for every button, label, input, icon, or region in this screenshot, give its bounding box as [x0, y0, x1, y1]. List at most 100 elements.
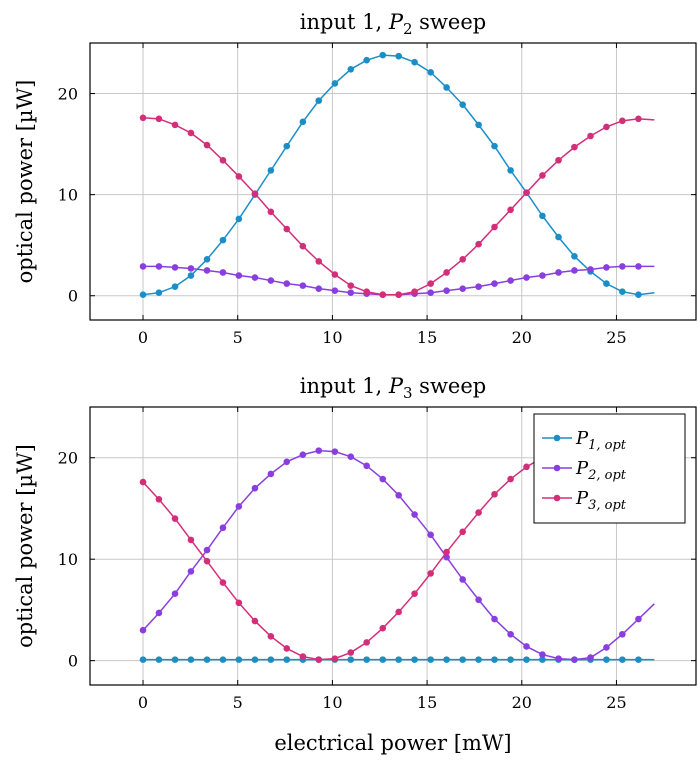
data-point [363, 56, 370, 64]
data-point [267, 470, 275, 478]
data-point [363, 656, 370, 663]
data-point [555, 156, 562, 164]
data-point [267, 208, 275, 216]
data-point [267, 632, 275, 640]
data-point [187, 536, 195, 544]
data-point [539, 272, 546, 279]
data-point [571, 267, 578, 274]
data-point [459, 101, 466, 108]
legend-swatch-marker [553, 494, 561, 502]
data-point [395, 656, 402, 663]
data-point [235, 599, 243, 607]
data-point [603, 644, 610, 651]
data-point [155, 496, 163, 503]
data-point [555, 233, 562, 241]
data-point [171, 283, 179, 290]
data-point [619, 630, 626, 638]
data-point [491, 656, 498, 663]
data-point [523, 463, 530, 471]
data-point [619, 117, 626, 125]
data-point [315, 447, 323, 454]
data-point [283, 280, 291, 287]
data-point [283, 142, 291, 150]
data-point [459, 656, 466, 663]
data-point [331, 80, 339, 87]
data-point [331, 271, 339, 278]
data-point [603, 123, 610, 131]
data-point [411, 288, 418, 295]
data-point [523, 274, 530, 281]
data-point [139, 626, 147, 634]
data-point [155, 263, 163, 270]
data-point [587, 132, 594, 140]
data-point [427, 570, 434, 577]
legend-label: P1, opt [575, 428, 627, 453]
data-point [219, 236, 227, 244]
data-point [379, 624, 387, 632]
data-point [203, 557, 211, 565]
data-point [523, 656, 530, 663]
data-point [395, 52, 402, 60]
data-point [523, 643, 530, 650]
data-point [331, 655, 339, 662]
data-point [459, 528, 466, 536]
data-point [475, 596, 482, 604]
data-point [587, 266, 594, 273]
data-point [475, 509, 482, 516]
x-tick-label: 25 [606, 693, 626, 712]
data-point [363, 288, 370, 295]
y-axis-label: optical power [µW] [13, 80, 37, 284]
plot-p2-sweep: 0 5 10 15 20 25 0 10 20 input 1, P2 sweep optical … [13, 10, 697, 347]
data-point [507, 277, 514, 284]
data-point [235, 656, 243, 663]
data-point [299, 118, 307, 126]
legend-label: P2, opt [575, 458, 627, 483]
data-point [251, 190, 259, 197]
data-point [187, 129, 195, 137]
data-point [491, 490, 498, 498]
x-axis-label: electrical power [mW] [274, 731, 511, 755]
data-point [635, 291, 642, 299]
data-point [587, 654, 594, 661]
data-point [315, 258, 323, 265]
data-point [411, 58, 418, 66]
data-point [491, 280, 498, 287]
data-point [491, 142, 498, 150]
y-tick-label: 20 [58, 449, 78, 468]
chart-title: input 1, P2 sweep [300, 10, 486, 38]
data-point [363, 639, 370, 646]
data-point [427, 69, 434, 76]
data-point [443, 269, 450, 276]
data-point [619, 656, 626, 663]
data-point [427, 531, 434, 539]
data-point [283, 458, 291, 466]
data-point [203, 656, 211, 663]
data-point [635, 115, 642, 123]
data-point [347, 453, 355, 461]
data-point [171, 264, 179, 271]
data-point [603, 264, 610, 271]
data-point [395, 608, 402, 616]
data-point [379, 51, 387, 59]
data-point [283, 656, 291, 663]
data-point [635, 263, 642, 270]
x-tick-label: 15 [417, 328, 437, 347]
legend-swatch-marker [553, 464, 561, 472]
data-point [475, 283, 482, 290]
data-point [187, 272, 195, 279]
data-point [235, 272, 243, 279]
x-tick-label: 15 [417, 693, 437, 712]
data-point [331, 287, 339, 294]
data-point [283, 225, 291, 233]
data-point [235, 215, 243, 223]
data-point [571, 143, 578, 151]
x-tick-label: 10 [322, 693, 342, 712]
data-point [251, 484, 259, 492]
data-point [203, 267, 211, 274]
data-point [315, 656, 323, 663]
data-point [555, 655, 562, 662]
data-point [299, 451, 307, 458]
data-point [523, 189, 530, 196]
axes-frame [89, 406, 697, 686]
data-point [267, 277, 275, 284]
